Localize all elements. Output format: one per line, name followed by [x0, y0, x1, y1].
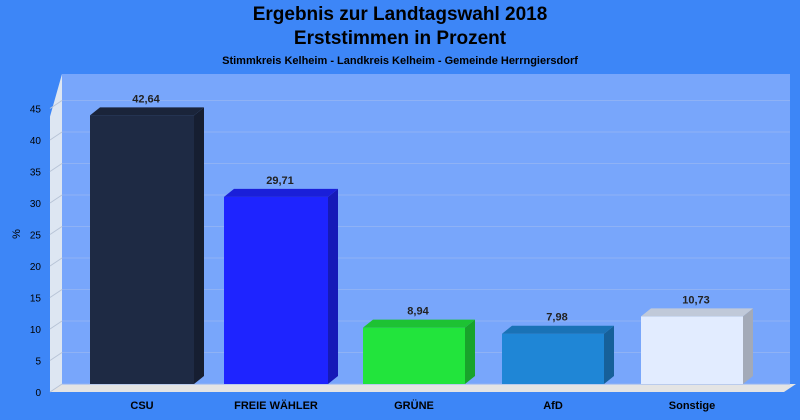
grid-line-side [49, 100, 63, 109]
y-tick-label: 30 [30, 199, 42, 210]
y-tick-label: 35 [30, 168, 42, 179]
grid-line-side [49, 289, 63, 298]
chart-title: Ergebnis zur Landtagswahl 2018 [252, 4, 548, 25]
bar-freie-wähler [224, 188, 338, 384]
x-tick-label: FREIE WÄHLER [234, 399, 318, 412]
bar-front [90, 115, 194, 385]
grid-line-side [49, 163, 63, 172]
value-label: 42,64 [132, 93, 160, 105]
y-tick-label: 0 [35, 388, 41, 399]
bar-side [194, 107, 204, 385]
value-label: 7,98 [546, 312, 567, 324]
value-label: 8,94 [407, 306, 429, 318]
bar-top [502, 325, 614, 334]
y-tick-label: 20 [30, 262, 42, 273]
bar-side [465, 319, 475, 384]
bar-front [363, 327, 465, 384]
y-axis-label: % [11, 229, 23, 239]
grid-line-side [49, 257, 63, 267]
y-tick-label: 25 [30, 231, 42, 242]
plot-side-wall [50, 74, 62, 392]
bar-afd [502, 325, 614, 384]
grid-line-side [49, 226, 63, 235]
bar-side [604, 325, 614, 384]
chart-title-line2: Erststimmen in Prozent [293, 28, 507, 49]
y-tick-label: 15 [30, 294, 42, 305]
chart-subtitle: Stimmkreis Kelheim - Landkreis Kelheim -… [222, 55, 578, 67]
grid-line-side [49, 194, 63, 204]
bar-front [502, 333, 604, 384]
bar-top [641, 308, 753, 317]
x-tick-label: GRÜNE [394, 399, 434, 412]
plot-floor [50, 384, 796, 392]
bar-front [224, 196, 328, 384]
y-tick-label: 5 [35, 357, 41, 368]
x-tick-label: CSU [130, 400, 153, 412]
bar-csu [90, 107, 204, 385]
grid-line-side [49, 131, 63, 141]
bar-top [224, 188, 338, 197]
grid-line-side [49, 383, 63, 393]
y-tick-label: 10 [30, 325, 42, 336]
bar-grüne [363, 319, 475, 384]
bar-top [363, 319, 475, 328]
x-tick-label: Sonstige [669, 400, 715, 412]
grid-line-side [49, 352, 63, 361]
bar-side [743, 308, 753, 384]
bar-front [641, 316, 743, 384]
value-label: 29,71 [266, 175, 294, 187]
value-label: 10,73 [682, 294, 710, 306]
bar-side [328, 188, 338, 384]
grid-line-side [49, 320, 63, 330]
bar-top [90, 107, 204, 116]
x-tick-label: AfD [543, 400, 563, 412]
y-tick-label: 40 [30, 136, 42, 147]
bar-sonstige [641, 308, 753, 384]
y-tick-label: 45 [30, 105, 42, 116]
